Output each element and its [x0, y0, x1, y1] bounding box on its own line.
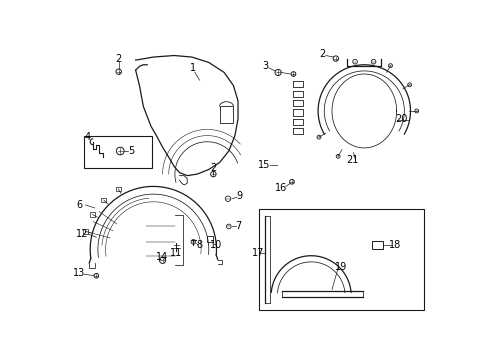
Bar: [83, 229, 88, 234]
Text: 7: 7: [235, 221, 241, 231]
Text: 8: 8: [196, 240, 202, 250]
Text: 13: 13: [74, 268, 86, 278]
Text: 6: 6: [76, 200, 82, 210]
Text: 17: 17: [252, 248, 264, 258]
Text: 11: 11: [171, 248, 183, 258]
Bar: [259, 209, 424, 310]
Text: 19: 19: [335, 261, 347, 271]
Bar: [207, 236, 213, 242]
Text: 21: 21: [346, 155, 358, 165]
Text: 5: 5: [129, 146, 135, 156]
Text: 15: 15: [258, 160, 270, 170]
Text: 14: 14: [156, 252, 169, 262]
Text: 4: 4: [85, 132, 91, 142]
Bar: [220, 106, 233, 123]
Text: 2: 2: [210, 163, 217, 173]
Bar: [116, 186, 121, 191]
Text: 18: 18: [389, 240, 401, 250]
Text: 2: 2: [319, 49, 326, 59]
Text: 12: 12: [76, 229, 89, 239]
Bar: [372, 241, 383, 249]
Text: 3: 3: [263, 61, 269, 71]
Text: 16: 16: [275, 183, 287, 193]
Text: 2: 2: [116, 54, 122, 64]
Bar: [90, 212, 95, 217]
Text: 1: 1: [190, 63, 196, 73]
Text: 10: 10: [210, 240, 222, 250]
Bar: [101, 198, 106, 202]
Bar: [84, 136, 152, 168]
Text: 20: 20: [395, 114, 408, 123]
Text: 9: 9: [237, 191, 243, 201]
